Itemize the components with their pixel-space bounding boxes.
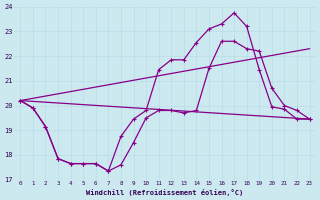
X-axis label: Windchill (Refroidissement éolien,°C): Windchill (Refroidissement éolien,°C) <box>86 189 244 196</box>
